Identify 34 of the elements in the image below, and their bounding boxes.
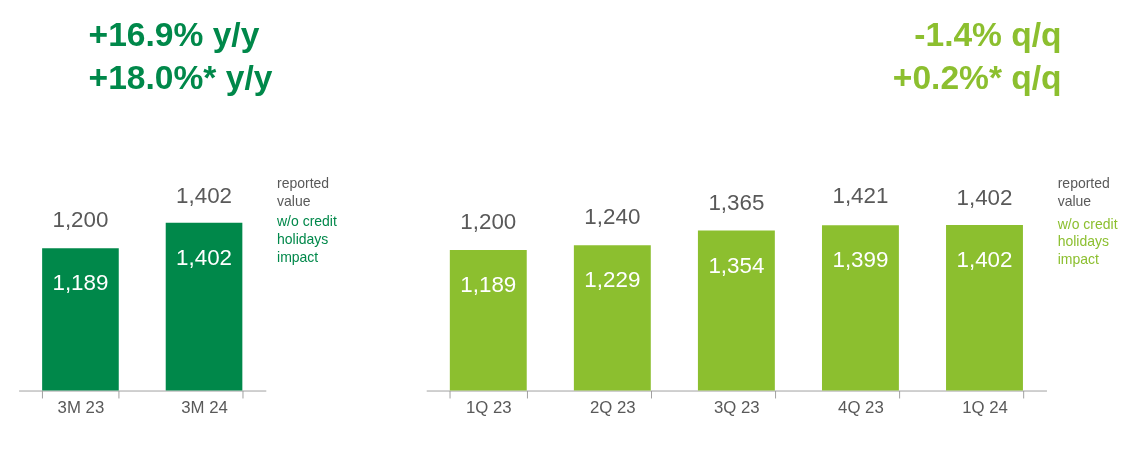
data-label: 1,354: [708, 252, 765, 278]
chart-title: -1.4% q/q: [914, 16, 1062, 54]
x-tick-label: 3M 23: [57, 398, 105, 418]
annotation: 1,200: [52, 207, 109, 233]
text: reported value: [1057, 175, 1110, 209]
annotation: 1,365: [708, 189, 765, 215]
x-tick-label: 3M 24: [181, 398, 228, 418]
bar: [449, 250, 527, 391]
x-tick-label: 1Q 24: [962, 398, 1008, 418]
data-label: 1,399: [832, 247, 889, 273]
x-tick-label: 1Q 23: [465, 398, 512, 418]
data-label: 1,402: [176, 244, 233, 270]
data-label: 1,229: [584, 267, 641, 293]
bar: [821, 225, 899, 391]
text: w/o credit holidays impact: [276, 213, 337, 265]
bar: [573, 245, 651, 391]
x-tick-label: 4Q 23: [838, 398, 884, 418]
data-label: 1,402: [956, 246, 1013, 272]
chart-subtitle: +18.0%* y/y: [88, 59, 273, 97]
x-tick-label: 2Q 23: [589, 398, 636, 418]
annotation: 1,240: [584, 204, 641, 230]
data-label: 1,189: [460, 272, 517, 298]
bar: [697, 230, 775, 391]
annotation: 1,402: [956, 185, 1013, 211]
text: reported value: [277, 175, 330, 209]
bar: [946, 224, 1023, 391]
annotation: 1,402: [176, 183, 233, 209]
text: w/o credit holidays impact: [1056, 215, 1118, 268]
chart-subtitle: +0.2%* q/q: [892, 59, 1062, 97]
data-label: 1,189: [52, 270, 109, 296]
annotation: 1,421: [832, 183, 889, 209]
annotation: 1,200: [460, 209, 517, 235]
x-tick-label: 3Q 23: [714, 398, 760, 418]
chart-title: +16.9% y/y: [88, 16, 260, 54]
